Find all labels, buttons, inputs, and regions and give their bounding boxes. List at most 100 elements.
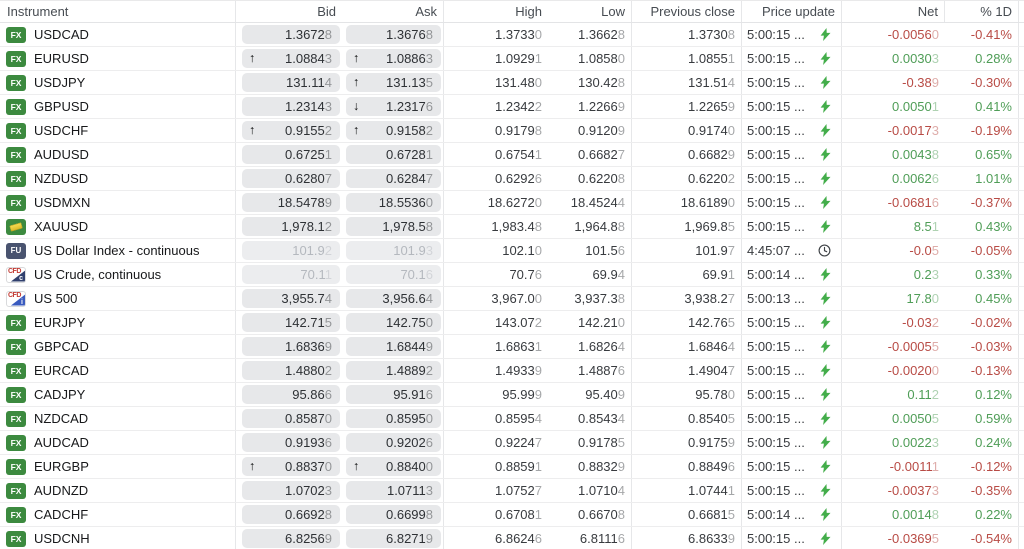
bid-price-button[interactable]: 1.23143 <box>242 97 340 116</box>
bid-price-button[interactable]: 18.54789 <box>242 193 340 212</box>
instrument-row[interactable]: FX USDJPY 131.114 ↑ 131.135 131.480 130.… <box>0 71 1024 95</box>
bid-price-button[interactable]: 0.67251 <box>242 145 340 164</box>
bid-price-button[interactable]: 142.715 <box>242 313 340 332</box>
instrument-cell[interactable]: FX AUDNZD <box>0 479 236 502</box>
instrument-row[interactable]: FX GBPUSD 1.23143 ↓ 1.23176 1.23422 1.22… <box>0 95 1024 119</box>
ask-price-button[interactable]: 1.07113 <box>346 481 441 500</box>
ask-price-button[interactable]: 3,956.64 <box>346 289 441 308</box>
bid-price-button[interactable]: 1.48802 <box>242 361 340 380</box>
instrument-row[interactable]: FX CADCHF 0.66928 0.66998 0.67081 0.6670… <box>0 503 1024 527</box>
instrument-cell[interactable]: FX NZDUSD <box>0 167 236 190</box>
ask-price-button[interactable]: 1,978.58 <box>346 217 441 236</box>
instrument-cell[interactable]: FX USDCAD <box>0 23 236 46</box>
col-header-instrument[interactable]: Instrument <box>0 1 236 22</box>
instrument-cell[interactable]: CFD i US 500 <box>0 287 236 310</box>
ask-price-button[interactable]: ↑ 1.08863 <box>346 49 441 68</box>
instrument-row[interactable]: FX AUDCAD 0.91936 0.92026 0.92247 0.9178… <box>0 431 1024 455</box>
bid-price-button[interactable]: ↑ 0.91552 <box>242 121 340 140</box>
bid-price-button[interactable]: 1.07023 <box>242 481 340 500</box>
instrument-cell[interactable]: FX AUDCAD <box>0 431 236 454</box>
instrument-cell[interactable]: FX GBPUSD <box>0 95 236 118</box>
bid-price-button[interactable]: 1.36728 <box>242 25 340 44</box>
instrument-cell[interactable]: FX EURGBP <box>0 455 236 478</box>
instrument-cell[interactable]: XAUUSD <box>0 215 236 238</box>
instrument-row[interactable]: FX USDCHF ↑ 0.91552 ↑ 0.91582 0.91798 0.… <box>0 119 1024 143</box>
bid-price-button[interactable]: 0.91936 <box>242 433 340 452</box>
instrument-cell[interactable]: FX CADCHF <box>0 503 236 526</box>
instrument-row[interactable]: FX EURJPY 142.715 142.750 143.072 142.21… <box>0 311 1024 335</box>
ask-price-button[interactable]: 101.93 <box>346 241 441 260</box>
bid-price-button[interactable]: 131.114 <box>242 73 340 92</box>
bid-price-button[interactable]: 6.82569 <box>242 529 340 548</box>
ask-price-button[interactable]: 0.85950 <box>346 409 441 428</box>
ask-price-button[interactable]: 142.750 <box>346 313 441 332</box>
ask-price-button[interactable]: 1.36768 <box>346 25 441 44</box>
instrument-row[interactable]: CFD c US Crude, continuous 70.11 70.16 70… <box>0 263 1024 287</box>
instrument-row[interactable]: FX USDCNH 6.82569 6.82719 6.86246 6.8111… <box>0 527 1024 549</box>
bid-price-button[interactable]: 0.62807 <box>242 169 340 188</box>
instrument-row[interactable]: FU US Dollar Index - continuous 101.92 1… <box>0 239 1024 263</box>
instrument-cell[interactable]: FX AUDUSD <box>0 143 236 166</box>
instrument-cell[interactable]: CFD c US Crude, continuous <box>0 263 236 286</box>
ask-price-button[interactable]: ↓ 1.23176 <box>346 97 441 116</box>
instrument-row[interactable]: FX USDCAD 1.36728 1.36768 1.37330 1.3662… <box>0 23 1024 47</box>
ask-price-button[interactable]: 18.55360 <box>346 193 441 212</box>
ask-price-button[interactable]: 0.66998 <box>346 505 441 524</box>
bid-price-button[interactable]: 101.92 <box>242 241 340 260</box>
bid-price-button[interactable]: 95.866 <box>242 385 340 404</box>
col-header-high[interactable]: High <box>515 4 542 19</box>
instrument-cell[interactable]: FX NZDCAD <box>0 407 236 430</box>
ask-price-button[interactable]: 0.92026 <box>346 433 441 452</box>
col-header-previous-close[interactable]: Previous close <box>632 1 742 22</box>
instrument-row[interactable]: FX EURUSD ↑ 1.08843 ↑ 1.08863 1.09291 1.… <box>0 47 1024 71</box>
low-cell: 3,937.38 <box>548 287 632 310</box>
ask-price-button[interactable]: 95.916 <box>346 385 441 404</box>
instrument-cell[interactable]: FX USDCHF <box>0 119 236 142</box>
instrument-cell[interactable]: FX USDJPY <box>0 71 236 94</box>
bid-price-button[interactable]: 1.68369 <box>242 337 340 356</box>
col-header-net[interactable]: Net <box>842 1 945 22</box>
bid-price-button[interactable]: 1,978.12 <box>242 217 340 236</box>
bid-price-button[interactable]: ↑ 1.08843 <box>242 49 340 68</box>
instrument-cell[interactable]: FX USDCNH <box>0 527 236 549</box>
instrument-cell[interactable]: FX CADJPY <box>0 383 236 406</box>
col-header-price-update[interactable]: Price update <box>742 1 842 22</box>
instrument-row[interactable]: FX AUDNZD 1.07023 1.07113 1.07527 1.0710… <box>0 479 1024 503</box>
instrument-row[interactable]: FX EURCAD 1.48802 1.48892 1.49339 1.4887… <box>0 359 1024 383</box>
ask-price-button[interactable]: 0.62847 <box>346 169 441 188</box>
col-header-pct-1d[interactable]: % 1D <box>945 1 1019 22</box>
bid-price-button[interactable]: 3,955.74 <box>242 289 340 308</box>
instrument-cell[interactable]: FX EURJPY <box>0 311 236 334</box>
instrument-row[interactable]: CFD i US 500 3,955.74 3,956.64 3,967.00 3… <box>0 287 1024 311</box>
col-header-low[interactable]: Low <box>548 1 632 22</box>
ask-price-button[interactable]: 1.48892 <box>346 361 441 380</box>
ask-price-button[interactable]: 70.16 <box>346 265 441 284</box>
instrument-row[interactable]: FX USDMXN 18.54789 18.55360 18.62720 18.… <box>0 191 1024 215</box>
ask-price-button[interactable]: ↑ 131.135 <box>346 73 441 92</box>
instrument-cell[interactable]: FU US Dollar Index - continuous <box>0 239 236 262</box>
instrument-cell[interactable]: FX USDMXN <box>0 191 236 214</box>
instrument-cell[interactable]: FX GBPCAD <box>0 335 236 358</box>
col-header-ask[interactable]: Ask <box>342 1 444 22</box>
ask-price-button[interactable]: 1.68449 <box>346 337 441 356</box>
ask-price-button[interactable]: 0.67281 <box>346 145 441 164</box>
instrument-cell[interactable]: FX EURCAD <box>0 359 236 382</box>
high-cell: 18.62720 <box>487 195 542 210</box>
bid-price-button[interactable]: 0.66928 <box>242 505 340 524</box>
bid-price-button[interactable]: 0.85870 <box>242 409 340 428</box>
instrument-cell[interactable]: FX EURUSD <box>0 47 236 70</box>
col-header-bid[interactable]: Bid <box>317 4 336 19</box>
ask-price-button[interactable]: ↑ 0.91582 <box>346 121 441 140</box>
instrument-row[interactable]: FX CADJPY 95.866 95.916 95.999 95.409 95… <box>0 383 1024 407</box>
bid-price-button[interactable]: ↑ 0.88370 <box>242 457 340 476</box>
instrument-row[interactable]: FX NZDCAD 0.85870 0.85950 0.85954 0.8543… <box>0 407 1024 431</box>
instrument-row[interactable]: FX EURGBP ↑ 0.88370 ↑ 0.88400 0.88591 0.… <box>0 455 1024 479</box>
ask-price-button[interactable]: 6.82719 <box>346 529 441 548</box>
ask-cell: 0.62847 <box>342 167 444 190</box>
instrument-row[interactable]: FX GBPCAD 1.68369 1.68449 1.68631 1.6826… <box>0 335 1024 359</box>
instrument-row[interactable]: FX NZDUSD 0.62807 0.62847 0.62926 0.6220… <box>0 167 1024 191</box>
instrument-row[interactable]: FX AUDUSD 0.67251 0.67281 0.67541 0.6682… <box>0 143 1024 167</box>
instrument-row[interactable]: XAUUSD 1,978.12 1,978.58 1,983.48 1,964.… <box>0 215 1024 239</box>
ask-price-button[interactable]: ↑ 0.88400 <box>346 457 441 476</box>
bid-price-button[interactable]: 70.11 <box>242 265 340 284</box>
